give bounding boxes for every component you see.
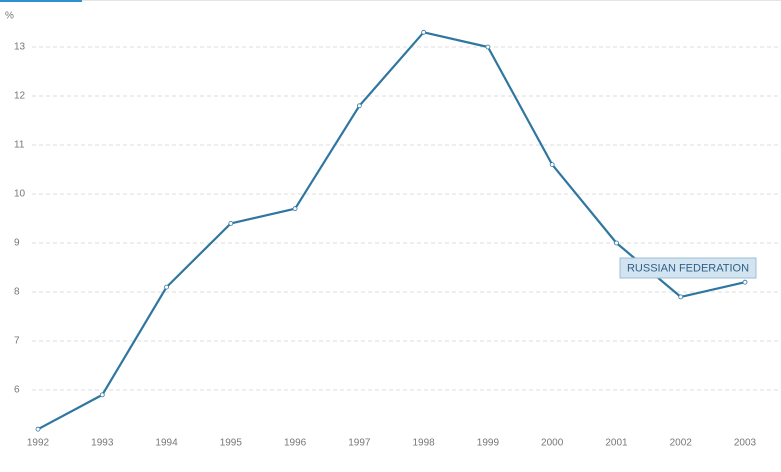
point <box>421 29 427 35</box>
y-tick-label: 9 <box>14 238 20 249</box>
series-label: RUSSIAN FEDERATION <box>619 257 757 279</box>
point <box>678 294 684 300</box>
x-tick-label: 1993 <box>91 438 114 449</box>
point <box>99 392 105 398</box>
tab-indicator <box>0 0 82 2</box>
point <box>614 240 619 246</box>
x-tick-label: 2001 <box>605 438 628 449</box>
x-tick-label: 2002 <box>670 438 693 449</box>
x-tick-label: 1992 <box>27 438 50 449</box>
point <box>228 220 234 226</box>
x-tick-label: 1998 <box>413 438 436 449</box>
point <box>356 103 362 109</box>
x-tick-label: 1999 <box>477 438 500 449</box>
x-tick-label: 1996 <box>284 438 307 449</box>
x-tick-label: 1995 <box>220 438 243 449</box>
point <box>485 44 491 50</box>
x-tick-label: 1997 <box>348 438 371 449</box>
y-tick-label: 12 <box>14 91 26 102</box>
y-tick-label: 13 <box>14 42 26 53</box>
x-tick-label: 2000 <box>541 438 564 449</box>
point <box>35 426 41 432</box>
point <box>292 206 298 212</box>
series-label-box <box>619 257 757 279</box>
point <box>549 162 555 168</box>
series-label-text: RUSSIAN FEDERATION <box>627 262 749 274</box>
series-line <box>37 31 746 431</box>
point <box>164 284 169 290</box>
y-tick-label: 7 <box>14 336 20 347</box>
y-tick-label: 6 <box>14 385 20 396</box>
y-tick-label: 8 <box>14 287 20 298</box>
y-tick-label: 10 <box>14 189 26 200</box>
x-tick-label: 2003 <box>734 438 757 449</box>
point <box>742 279 748 285</box>
y-tick-label: 11 <box>14 140 25 151</box>
x-tick-label: 1994 <box>155 438 178 449</box>
y-axis-label: % <box>5 11 14 22</box>
